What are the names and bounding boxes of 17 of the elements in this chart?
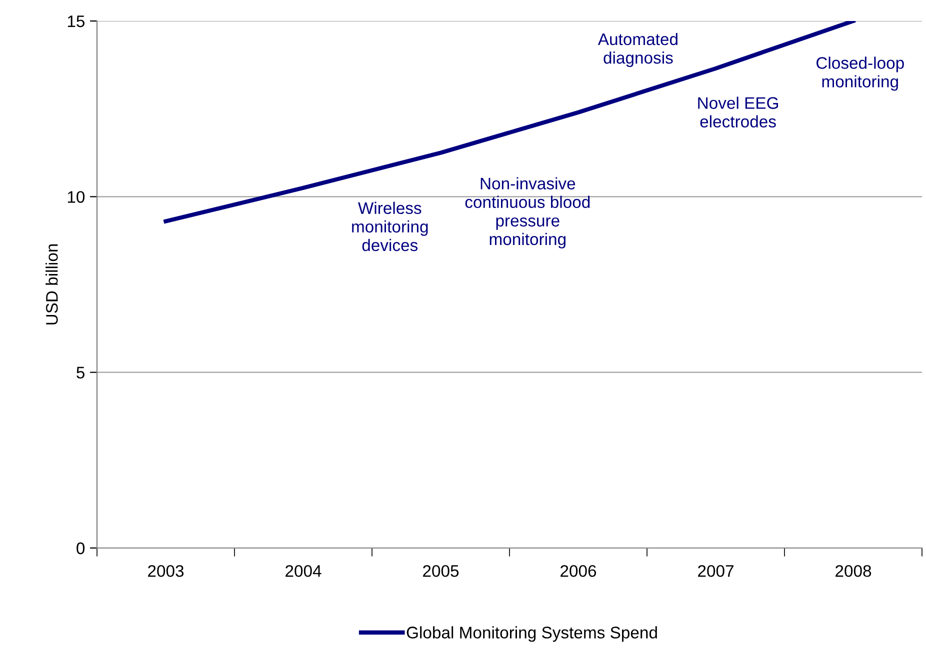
annotation: Novel EEG electrodes <box>698 96 778 128</box>
y-tick-label: 5 <box>76 366 84 379</box>
y-tick-label: 0 <box>76 542 85 554</box>
y-axis-title: USD billion <box>46 244 58 324</box>
x-tick-label: 2008 <box>836 565 872 577</box>
annotation: Automated diagnosis <box>598 32 678 68</box>
x-tick-label: 2004 <box>286 565 322 577</box>
x-tick-label: 2005 <box>423 565 459 577</box>
x-tick-label: 2006 <box>560 565 596 577</box>
annotation: Wireless monitoring devices <box>352 202 428 252</box>
x-tick-label: 2003 <box>148 565 184 577</box>
annotation: Closed-loop monitoring <box>816 56 904 91</box>
x-tick-label: 2007 <box>698 565 734 577</box>
annotation: Non-invasive continuous blood pressure monitoring <box>465 177 590 248</box>
y-tick-label: 10 <box>68 191 85 203</box>
legend-label: Global Monitoring Systems Spend <box>406 626 657 642</box>
y-tick-label: 15 <box>68 16 84 28</box>
